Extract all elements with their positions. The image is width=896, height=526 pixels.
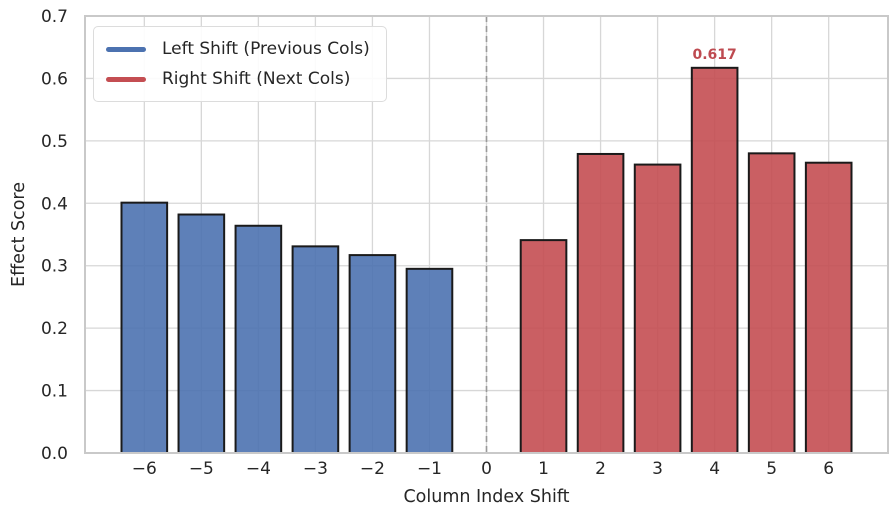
bar	[633, 163, 682, 455]
plot-border	[84, 15, 889, 454]
bar	[291, 245, 340, 454]
legend-label-right-shift: Right Shift (Next Cols)	[162, 69, 351, 89]
legend-swatch-right-shift	[106, 76, 146, 82]
x-tick-label: −5	[189, 459, 214, 479]
y-tick-label: 0.3	[41, 257, 68, 277]
legend-swatch-left-shift	[106, 46, 146, 52]
x-tick-label: 1	[538, 459, 549, 479]
x-tick-label: 3	[652, 459, 663, 479]
x-tick-label: −3	[303, 459, 328, 479]
x-tick-label: 5	[766, 459, 777, 479]
x-tick-label: −2	[360, 459, 385, 479]
bar	[120, 201, 169, 454]
bar	[519, 239, 568, 454]
bar	[576, 152, 625, 455]
y-tick-label: 0.2	[41, 319, 68, 339]
y-axis-label: Effect Score	[9, 182, 29, 287]
bar	[234, 224, 283, 454]
bar	[177, 213, 226, 454]
y-tick-label: 0.7	[41, 7, 68, 27]
x-axis-label: Column Index Shift	[403, 487, 569, 507]
legend: Left Shift (Previous Cols) Right Shift (…	[93, 26, 387, 102]
bar-value-annotation: 0.617	[692, 47, 736, 63]
bar	[348, 254, 397, 454]
y-tick-label: 0.5	[41, 132, 68, 152]
x-tick-label: −4	[246, 459, 271, 479]
bar	[804, 161, 853, 454]
bar	[405, 267, 454, 455]
legend-item-left-shift: Left Shift (Previous Cols)	[106, 36, 370, 62]
x-tick-label: 4	[709, 459, 720, 479]
x-tick-label: 0	[481, 459, 492, 479]
bar	[747, 152, 796, 454]
bar	[690, 66, 739, 455]
y-tick-label: 0.6	[41, 69, 68, 89]
y-tick-label: 0.4	[41, 194, 68, 214]
x-tick-label: 6	[823, 459, 834, 479]
x-tick-label: 2	[595, 459, 606, 479]
y-tick-label: 0.0	[41, 444, 68, 464]
x-tick-label: −6	[132, 459, 157, 479]
y-tick-label: 0.1	[41, 382, 68, 402]
legend-item-right-shift: Right Shift (Next Cols)	[106, 66, 370, 92]
x-tick-label: −1	[417, 459, 442, 479]
legend-label-left-shift: Left Shift (Previous Cols)	[162, 39, 370, 59]
